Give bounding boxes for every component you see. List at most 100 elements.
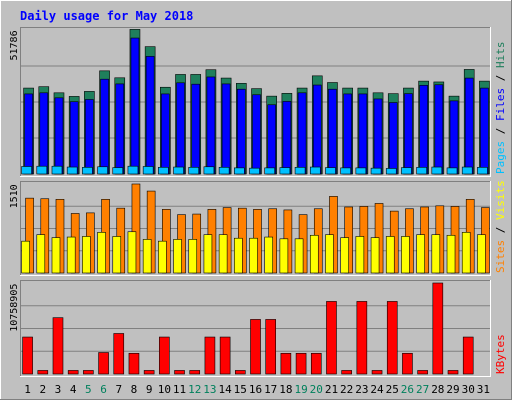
chart-title: Daily usage for May 2018	[20, 9, 193, 23]
day-label-8: 8	[131, 383, 138, 396]
bar-kbytes-17	[265, 319, 276, 375]
bar-kbytes-6	[98, 352, 109, 375]
series-sites	[21, 231, 486, 274]
bar-files-25	[388, 102, 398, 175]
day-label-9: 9	[146, 383, 153, 396]
bar-pages-5	[82, 167, 93, 175]
bar-pages-12	[188, 167, 200, 175]
day-label-17: 17	[264, 383, 277, 396]
bar-kbytes-19	[295, 352, 307, 375]
bar-sites-29	[446, 234, 456, 274]
bar-pages-25	[385, 168, 397, 175]
y-max-label-top: 51786	[9, 30, 20, 60]
day-label-14: 14	[218, 383, 232, 396]
bar-sites-28	[431, 234, 441, 274]
bar-sites-30	[461, 232, 471, 274]
bar-pages-28	[431, 166, 443, 175]
bar-files-27	[419, 84, 428, 175]
series-files	[24, 37, 489, 175]
bar-pages-23	[355, 167, 367, 175]
bar-sites-9	[142, 239, 152, 274]
bar-pages-27	[416, 167, 427, 175]
bar-kbytes-15	[235, 370, 246, 375]
series-pages	[21, 165, 488, 175]
day-label-16: 16	[249, 383, 262, 396]
bar-pages-13	[203, 166, 215, 175]
bar-sites-22	[340, 237, 349, 274]
day-label-4: 4	[70, 383, 77, 396]
bar-kbytes-20	[310, 352, 322, 375]
day-label-1: 1	[24, 383, 31, 396]
bar-kbytes-21	[326, 301, 337, 375]
bar-pages-30	[461, 166, 473, 175]
series-kbytes	[22, 282, 474, 375]
day-label-20: 20	[310, 383, 323, 396]
panel-bottom: 10758905 KBytes	[9, 280, 507, 377]
bar-sites-1	[21, 240, 30, 274]
bar-pages-6	[97, 166, 108, 175]
bar-files-17	[267, 104, 276, 175]
bar-sites-10	[158, 240, 167, 274]
legend-item-top-0: Pages	[494, 141, 507, 174]
bar-files-31	[480, 87, 489, 175]
bar-kbytes-25	[386, 301, 398, 375]
bar-pages-2	[36, 165, 48, 175]
bar-files-14	[221, 83, 231, 175]
bar-files-28	[434, 84, 444, 175]
bar-kbytes-11	[174, 370, 185, 375]
day-label-11: 11	[173, 383, 186, 396]
day-label-13: 13	[203, 383, 216, 396]
bar-pages-16	[249, 167, 260, 175]
bar-kbytes-12	[189, 370, 201, 375]
bar-pages-3	[51, 165, 63, 175]
day-label-12: 12	[188, 383, 201, 396]
bar-kbytes-18	[280, 352, 292, 375]
legend-item-middle-2: Visits	[494, 180, 507, 220]
bar-files-22	[343, 93, 352, 175]
day-label-31: 31	[477, 383, 490, 396]
bar-kbytes-22	[341, 370, 352, 375]
legend-item-top-2: Files	[494, 88, 507, 121]
bar-sites-15	[234, 237, 243, 274]
bar-kbytes-8	[128, 352, 140, 375]
bar-sites-27	[416, 234, 425, 274]
bar-files-24	[373, 98, 383, 175]
legend-top: Pages / Files / Hits	[494, 42, 507, 175]
x-axis-day-labels: 1 2 3 4 5 6 7 8 9 10 11 12 13 14 15 16 17 18 19 20 21 22 23 24 2…	[24, 383, 490, 396]
legend-middle: Sites / Visits	[494, 180, 507, 273]
bar-sites-18	[279, 238, 289, 274]
bar-sites-24	[370, 237, 380, 274]
bar-files-15	[237, 88, 246, 175]
bar-sites-5	[82, 236, 91, 274]
bar-sites-13	[203, 234, 213, 274]
bar-files-26	[404, 93, 413, 175]
bar-pages-7	[112, 167, 124, 175]
bar-files-29	[449, 100, 459, 175]
bar-kbytes-16	[250, 319, 261, 375]
bar-pages-19	[294, 167, 306, 175]
bar-files-6	[100, 78, 109, 175]
bar-sites-3	[51, 237, 61, 274]
day-label-27: 27	[416, 383, 429, 396]
bar-pages-29	[446, 167, 458, 175]
bar-kbytes-23	[356, 301, 368, 375]
bar-sites-20	[309, 234, 319, 274]
bar-pages-14	[218, 167, 230, 175]
bar-pages-31	[477, 167, 488, 175]
legend-item-top-3: /	[494, 68, 507, 88]
day-label-23: 23	[355, 383, 368, 396]
bar-kbytes-7	[113, 333, 125, 375]
bar-files-2	[39, 92, 49, 175]
bar-kbytes-27	[417, 370, 428, 375]
bar-sites-8	[127, 231, 137, 274]
bar-files-11	[176, 82, 185, 175]
day-label-26: 26	[401, 383, 414, 396]
bar-pages-17	[264, 167, 275, 175]
panel-top: 51786 Pages / Files / Hits	[9, 27, 507, 177]
day-label-5: 5	[85, 383, 92, 396]
bar-sites-4	[66, 236, 76, 274]
bar-files-18	[282, 101, 292, 175]
day-label-25: 25	[386, 383, 399, 396]
day-label-6: 6	[100, 383, 107, 396]
bar-pages-24	[370, 167, 382, 175]
